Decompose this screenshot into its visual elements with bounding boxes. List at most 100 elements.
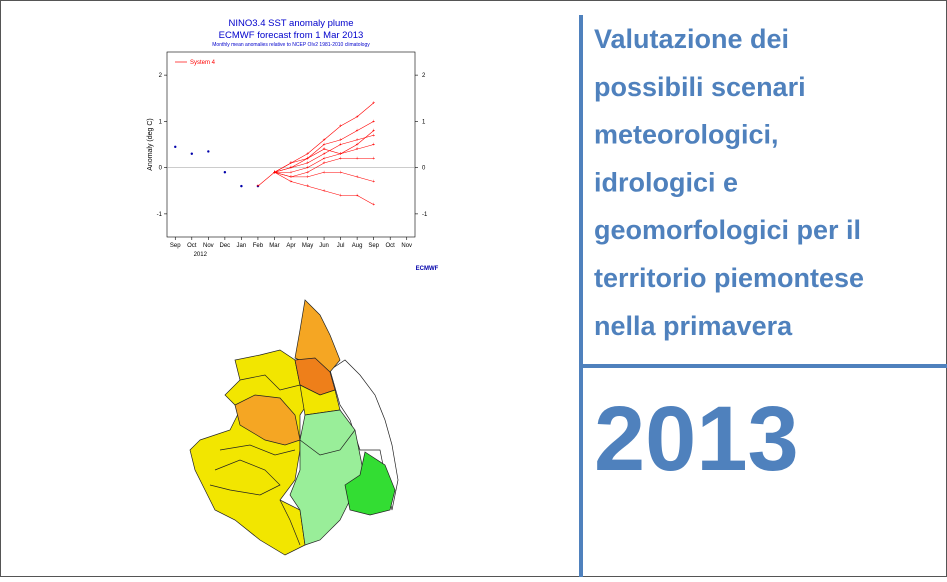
y-tick-label: 0: [159, 166, 163, 172]
member-marker: +: [306, 156, 309, 162]
title-line: idrologici e: [594, 167, 738, 197]
ensemble-member: [274, 134, 374, 173]
observed-point: [207, 150, 210, 153]
x-tick-label: Feb: [253, 243, 264, 249]
member-marker: +: [323, 151, 326, 157]
member-marker: +: [323, 137, 326, 143]
member-marker: +: [323, 170, 326, 176]
member-marker: +: [372, 100, 375, 106]
map-boundary: [209, 459, 281, 496]
map-boundary: [239, 374, 301, 391]
chart-title: NINO3.4 SST anomaly plume: [229, 18, 354, 29]
legend-label: System 4: [190, 60, 216, 66]
x-tick-label: Nov: [401, 243, 412, 249]
y-tick-label: -1: [157, 212, 163, 218]
title-line: possibili scenari: [594, 72, 806, 102]
member-marker: +: [273, 170, 276, 176]
member-marker: +: [372, 156, 375, 162]
title-line: nella primavera: [594, 311, 793, 341]
member-marker: +: [306, 156, 309, 162]
ensemble-member: [274, 171, 374, 182]
y2-tick-label: 2: [422, 73, 426, 79]
member-marker: +: [290, 165, 293, 171]
title-line: Valutazione dei: [594, 24, 789, 54]
member-marker: +: [290, 179, 293, 185]
member-marker: +: [356, 114, 359, 120]
member-marker: +: [356, 142, 359, 148]
member-marker: +: [372, 119, 375, 125]
member-marker: +: [306, 165, 309, 171]
member-marker: +: [372, 179, 375, 185]
member-marker: +: [273, 170, 276, 176]
map-region: [344, 451, 396, 516]
member-marker: +: [323, 147, 326, 153]
member-marker: +: [256, 184, 259, 190]
x-tick-label: Dec: [220, 243, 231, 249]
member-marker: +: [290, 165, 293, 171]
map-region: [299, 384, 341, 416]
observed-point: [223, 171, 227, 174]
x-tick-label: Sep: [368, 243, 379, 249]
ensemble-member: [274, 144, 374, 173]
member-marker: +: [356, 156, 359, 162]
x-tick-label: Sep: [170, 243, 181, 249]
x-tick-label: Oct: [386, 243, 396, 249]
title-line: meteorologici,: [594, 120, 779, 150]
member-marker: +: [339, 193, 342, 199]
member-marker: +: [273, 170, 276, 176]
member-marker: +: [323, 142, 326, 148]
y-tick-label: 2: [159, 73, 163, 79]
member-marker: +: [290, 174, 293, 180]
year-label: 2012: [194, 252, 208, 258]
x-tick-label: Mar: [269, 243, 279, 249]
member-marker: +: [339, 151, 342, 157]
member-marker: +: [356, 128, 359, 134]
member-marker: +: [273, 170, 276, 176]
member-marker: +: [339, 142, 342, 148]
member-marker: +: [323, 188, 326, 194]
map-boundary: [299, 429, 356, 456]
member-marker: +: [339, 137, 342, 143]
member-marker: +: [306, 184, 309, 190]
member-marker: +: [290, 161, 293, 167]
member-marker: +: [273, 170, 276, 176]
member-marker: +: [339, 156, 342, 162]
y-axis-label: Anomaly (deg C): [147, 118, 154, 171]
title-block: Valutazione dei possibili scenari meteorol…: [594, 24, 864, 341]
member-marker: +: [290, 170, 293, 176]
ensemble-member: [274, 171, 374, 205]
observed-point: [174, 145, 177, 149]
logo: ECMWF: [416, 266, 439, 272]
member-marker: +: [273, 170, 276, 176]
member-marker: +: [372, 142, 375, 148]
member-marker: +: [323, 161, 326, 167]
observed-point: [240, 184, 243, 188]
member-marker: +: [339, 124, 342, 130]
observed-point: [190, 152, 193, 155]
y-tick-label: 1: [159, 119, 163, 125]
map-region: [289, 409, 366, 546]
member-marker: +: [372, 133, 375, 139]
x-tick-label: Jan: [237, 243, 247, 249]
member-marker: +: [356, 137, 359, 143]
title-line: territorio piemontese: [594, 263, 864, 293]
member-marker: +: [323, 156, 326, 162]
member-marker: +: [339, 170, 342, 176]
member-marker: +: [356, 147, 359, 153]
member-marker: +: [356, 174, 359, 180]
map-boundary: [219, 444, 296, 456]
ensemble-member: [274, 130, 374, 173]
x-tick-label: Nov: [203, 243, 214, 249]
map-region: [329, 359, 399, 511]
member-marker: +: [306, 174, 309, 180]
x-tick-label: Aug: [352, 243, 363, 249]
member-marker: +: [290, 174, 293, 180]
year: 2013: [594, 388, 799, 490]
x-tick-label: Apr: [286, 243, 295, 249]
member-marker: +: [306, 161, 309, 167]
chart-note: Monthly mean anomalies relative to NCEP …: [212, 42, 370, 48]
